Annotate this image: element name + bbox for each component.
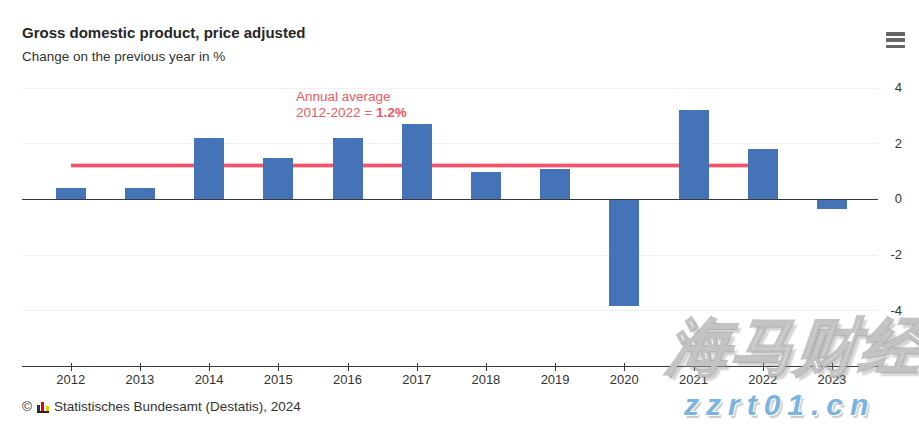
gridline-y2 [22,143,878,144]
x-axis-tick-2019 [555,363,556,371]
bar-2020[interactable] [609,200,639,306]
y-axis-label-2: 2 [870,136,902,151]
hamburger-bar [886,38,905,42]
y-axis-label-4: 4 [870,80,902,95]
bar-2022[interactable] [748,149,778,199]
bar-2018[interactable] [471,172,501,200]
copyright-symbol: © [22,399,32,414]
gridline-y4 [22,88,878,89]
annotation-value: 1.2% [376,105,407,120]
y-axis-label-0: 0 [870,191,902,206]
bar-2015[interactable] [263,158,293,200]
bar-2023[interactable] [817,200,847,208]
x-axis-label-2017: 2017 [387,372,447,387]
bar-2014[interactable] [194,138,224,199]
x-axis-tick-2015 [278,363,279,371]
x-axis-label-2020: 2020 [594,372,654,387]
bar-2013[interactable] [125,188,155,199]
hamburger-bar [886,32,905,36]
x-axis-label-2014: 2014 [179,372,239,387]
destatis-logo-icon [37,401,49,413]
x-axis-label-2013: 2013 [110,372,170,387]
hamburger-bar [886,45,905,49]
bar-2012[interactable] [56,188,86,199]
credit-text: Statistisches Bundesamt (Destatis), 2024 [54,399,301,414]
bar-2017[interactable] [402,124,432,199]
annotation-line2-prefix: 2012-2022 = [296,105,376,120]
x-axis-label-2015: 2015 [248,372,308,387]
hamburger-menu-icon[interactable] [886,32,906,48]
watermark-url-text: zzrt01.cn [684,390,875,420]
chart-container: Gross domestic product, price adjusted C… [0,0,919,424]
y-axis-label--2: -2 [870,247,902,262]
x-axis-label-2019: 2019 [525,372,585,387]
bar-2016[interactable] [333,138,363,199]
average-annotation: Annual average 2012-2022 = 1.2% [296,89,407,121]
x-axis-label-2012: 2012 [41,372,101,387]
x-axis-tick-2017 [417,363,418,371]
x-axis-tick-2020 [624,363,625,371]
source-credit: © Statistisches Bundesamt (Destatis), 20… [22,399,301,414]
x-axis-tick-2016 [348,363,349,371]
x-axis-label-2016: 2016 [318,372,378,387]
x-axis-tick-2014 [209,363,210,371]
chart-title: Gross domestic product, price adjusted [22,24,305,41]
gridline-y-2 [22,255,878,256]
bar-2021[interactable] [679,110,709,199]
x-axis-label-2018: 2018 [456,372,516,387]
watermark-cjk-text: 海马财经 [665,316,919,378]
bar-2019[interactable] [540,169,570,200]
chart-subtitle: Change on the previous year in % [22,49,225,64]
annotation-line1: Annual average [296,89,391,104]
x-axis-tick-2012 [71,363,72,371]
x-axis-tick-2018 [486,363,487,371]
x-axis-tick-2013 [140,363,141,371]
